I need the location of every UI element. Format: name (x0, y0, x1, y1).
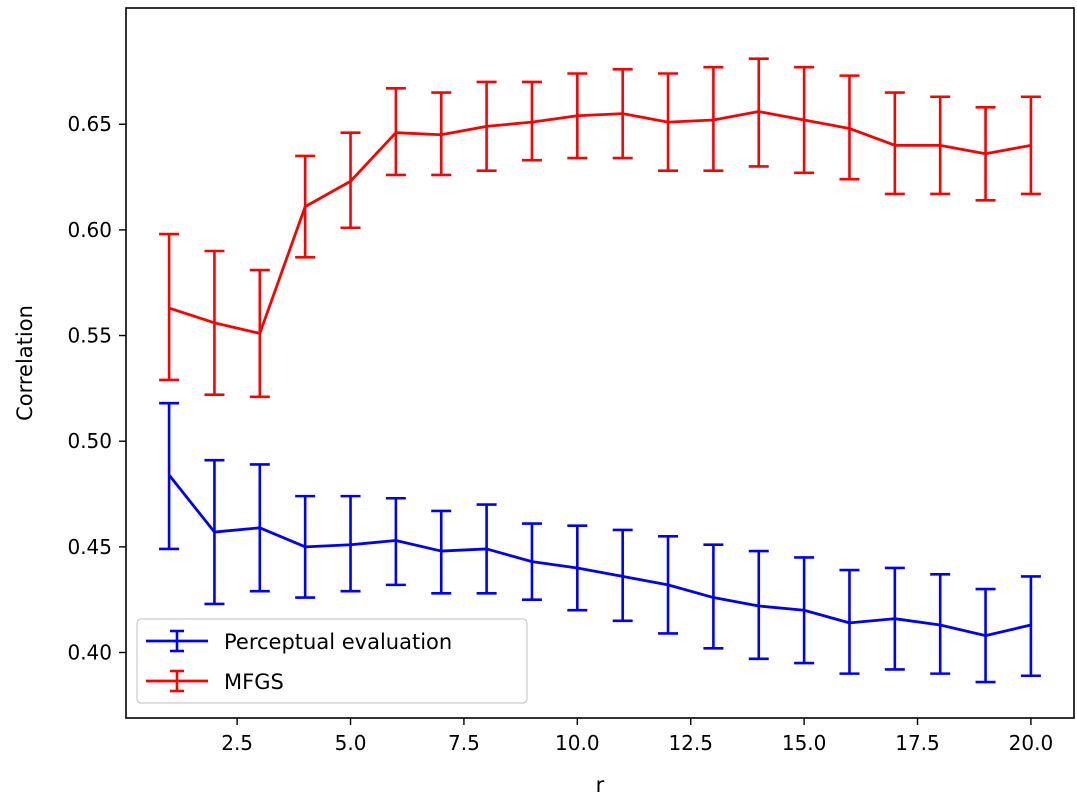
series-layer (159, 57, 1041, 684)
error-bar (884, 91, 905, 196)
legend-entry-mfgs: MFGS (146, 669, 284, 694)
series-line-mfgs (168, 110, 1032, 335)
legend-swatch-perceptual-evaluation (146, 629, 208, 653)
y-tick-label: 0.45 (67, 535, 112, 559)
y-axis-ticks: 0.40 0.45 0.50 0.55 0.60 0.65 (67, 112, 126, 664)
y-tick-label: 0.65 (67, 112, 112, 136)
legend-label-mfgs: MFGS (224, 670, 284, 694)
y-tick-label: 0.60 (67, 218, 112, 242)
error-bars-mfgs (159, 57, 1041, 399)
series-mfgs (159, 57, 1041, 399)
legend-entry-perceptual-evaluation: Perceptual evaluation (146, 629, 452, 654)
series-line-perceptual-evaluation (167, 474, 1032, 637)
y-tick-label: 0.50 (67, 429, 112, 453)
x-axis-label: r (596, 773, 605, 797)
legend-swatch-mfgs (146, 669, 208, 693)
series-perceptual-evaluation (159, 401, 1041, 684)
y-tick-label: 0.55 (67, 324, 112, 348)
y-tick-label: 0.40 (67, 640, 112, 664)
x-tick-label: 12.5 (668, 731, 713, 755)
x-axis-ticks: 2.5 5.0 7.5 10.0 12.5 15.0 17.5 20.0 (221, 718, 1053, 755)
x-tick-label: 15.0 (782, 731, 827, 755)
legend-label-perceptual-evaluation: Perceptual evaluation (224, 630, 452, 654)
plot-frame (125, 7, 1075, 719)
x-tick-label: 5.0 (335, 731, 367, 755)
x-tick-label: 7.5 (448, 731, 480, 755)
error-bar (159, 232, 180, 382)
legend-box (136, 618, 528, 704)
x-tick-label: 10.0 (555, 731, 600, 755)
legend: Perceptual evaluation MFGS (136, 618, 528, 704)
x-tick-label: 17.5 (895, 731, 940, 755)
y-axis-label: Correlation (13, 305, 37, 421)
x-tick-label: 2.5 (221, 731, 253, 755)
x-tick-label: 20.0 (1009, 731, 1054, 755)
